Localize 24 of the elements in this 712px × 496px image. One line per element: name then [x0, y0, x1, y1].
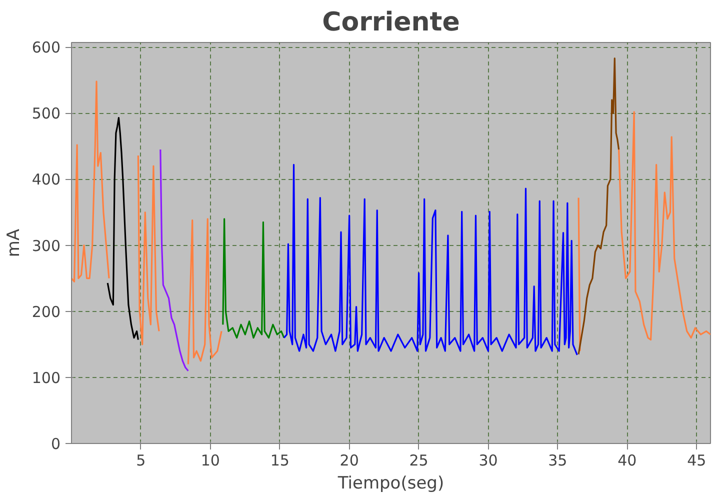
- line-series: [160, 148, 189, 372]
- line-series: [578, 58, 620, 356]
- y-tick-label: 500: [32, 104, 61, 123]
- x-tick-label: 40: [618, 452, 637, 470]
- x-tick-label: 5: [136, 452, 146, 470]
- y-tick-label: 400: [32, 170, 61, 189]
- x-tick-label: 15: [270, 452, 290, 470]
- line-series: [222, 218, 285, 339]
- x-tick-label: 25: [409, 452, 428, 470]
- y-axis-title: mA: [4, 228, 24, 258]
- y-tick-label: 100: [32, 368, 61, 387]
- x-tick-label: 20: [340, 452, 359, 470]
- x-axis-title: Tiempo(seg): [336, 474, 444, 494]
- line-series: [106, 117, 139, 341]
- x-tick-label: 45: [687, 452, 706, 470]
- y-tick-label: 300: [32, 236, 61, 255]
- x-tick-label: 30: [478, 452, 498, 470]
- y-tick-label: 200: [32, 302, 61, 321]
- y-tick-label: 600: [32, 38, 61, 57]
- x-tick-label: 10: [200, 452, 220, 470]
- x-tick-label: 35: [548, 452, 568, 470]
- line-series: [283, 164, 578, 356]
- y-tick-label: 0: [50, 435, 61, 453]
- chart-title: Corriente: [322, 8, 460, 38]
